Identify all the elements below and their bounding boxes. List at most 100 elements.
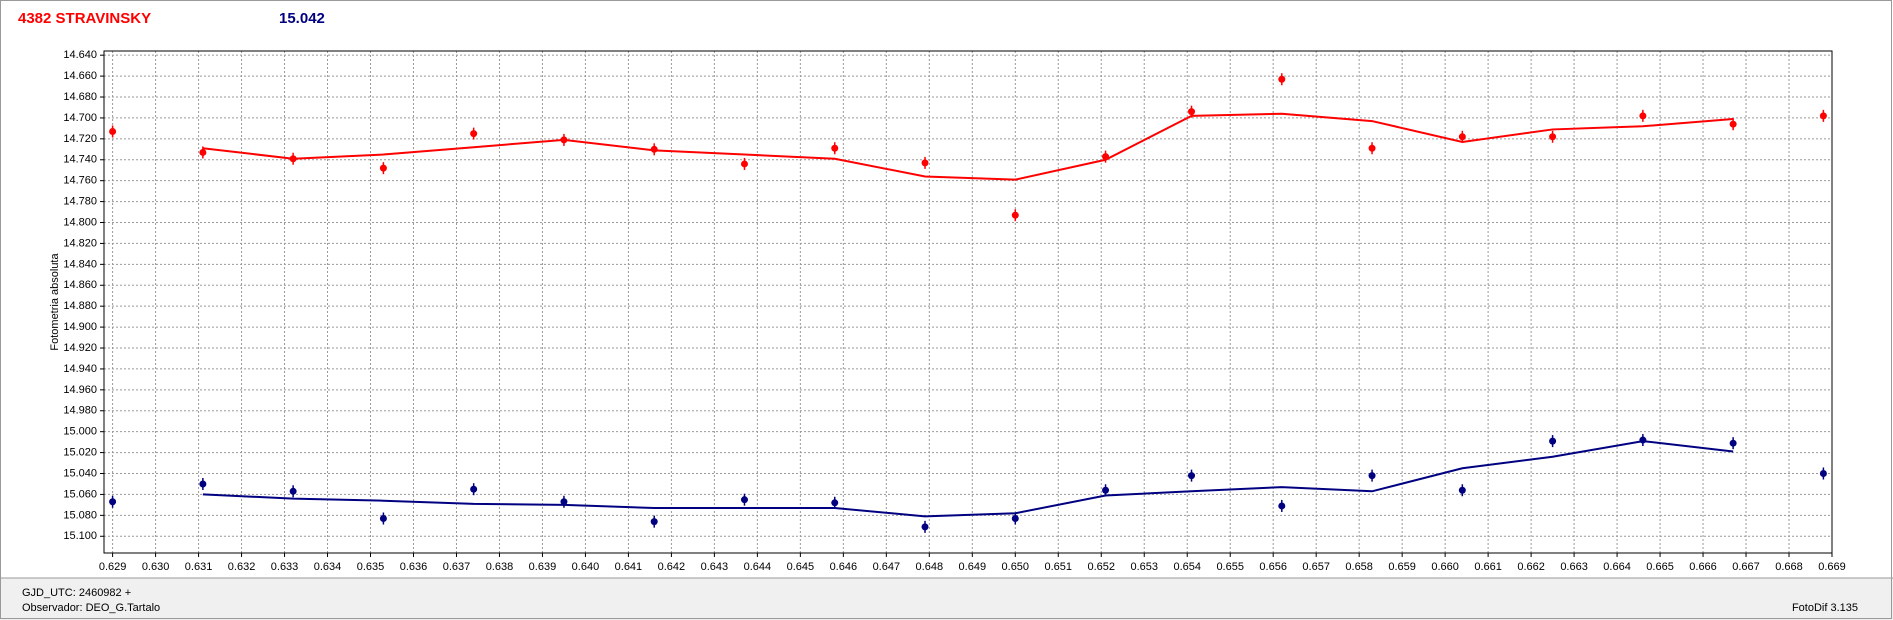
y-tick-label: 15.080 [63,509,97,521]
data-point [289,485,297,498]
data-point [199,146,207,159]
y-tick-label: 14.920 [63,342,97,354]
x-tick-label: 0.649 [959,561,987,573]
y-tick-label: 14.960 [63,384,97,396]
x-tick-label: 0.663 [1560,561,1588,573]
data-point [650,515,658,528]
x-tick-label: 0.657 [1302,561,1330,573]
x-tick-label: 0.658 [1345,561,1373,573]
chart-background [0,0,1893,578]
x-tick-label: 0.637 [443,561,471,573]
x-tick-label: 0.653 [1130,561,1158,573]
data-point [109,125,117,138]
y-tick-label: 14.760 [63,175,97,187]
y-tick-label: 15.000 [63,426,97,438]
footer-observer: Observador: DEO_G.Tartalo [22,602,160,614]
fit-line [202,440,1734,518]
data-point [470,483,478,496]
y-tick-label: 14.720 [63,133,97,145]
y-tick-label: 15.040 [63,467,97,479]
data-point [740,493,748,506]
x-tick-label: 0.638 [486,561,514,573]
data-point [1729,437,1737,450]
y-tick-label: 14.780 [63,196,97,208]
y-tick-label: 14.840 [63,258,97,270]
data-point [831,496,839,509]
x-tick-label: 0.629 [99,561,127,573]
data-point [1278,499,1286,512]
x-tick-label: 0.647 [873,561,901,573]
x-tick-label: 0.666 [1689,561,1717,573]
fit-line [202,112,1734,181]
x-tick-label: 0.631 [185,561,213,573]
x-tick-label: 0.664 [1603,561,1631,573]
data-point [1639,434,1647,447]
x-tick-label: 0.660 [1431,561,1459,573]
x-tick-label: 0.633 [271,561,299,573]
x-tick-label: 0.636 [400,561,428,573]
x-tick-label: 0.643 [701,561,729,573]
data-point [560,133,568,146]
y-tick-label: 14.700 [63,112,97,124]
data-point [1102,150,1110,163]
data-point [199,477,207,490]
x-tick-label: 0.646 [830,561,858,573]
x-tick-label: 0.645 [787,561,815,573]
data-point [379,162,387,175]
x-tick-label: 0.635 [357,561,385,573]
x-tick-label: 0.667 [1732,561,1760,573]
x-tick-label: 0.641 [615,561,643,573]
data-point [740,157,748,170]
data-point [379,512,387,525]
data-point [831,142,839,155]
y-tick-label: 14.640 [63,49,97,61]
x-tick-label: 0.634 [314,561,342,573]
y-axis-label: Fotometria absoluta [49,253,61,351]
data-point [1011,512,1019,525]
data-point [560,495,568,508]
data-point [650,143,658,156]
x-tick-label: 0.668 [1775,561,1803,573]
data-point [1729,118,1737,131]
x-tick-label: 0.651 [1045,561,1073,573]
footer-gjd: GJD_UTC: 2460982 + [22,587,131,599]
x-tick-label: 0.661 [1474,561,1502,573]
chart-title: 4382 STRAVINSKY [18,10,151,27]
x-tick-label: 0.656 [1259,561,1287,573]
y-tick-label: 15.020 [63,447,97,459]
x-tick-label: 0.665 [1646,561,1674,573]
y-tick-label: 15.100 [63,530,97,542]
x-tick-label: 0.644 [744,561,772,573]
data-point [921,156,929,169]
data-point [289,152,297,165]
data-point [1368,469,1376,482]
data-point [1549,435,1557,448]
y-tick-label: 14.940 [63,363,97,375]
y-tick-label: 14.740 [63,154,97,166]
x-tick-label: 0.640 [572,561,600,573]
data-point [109,495,117,508]
data-point [1188,469,1196,482]
data-point [1549,130,1557,143]
data-point [1819,109,1827,122]
y-tick-label: 14.900 [63,321,97,333]
data-point [1639,109,1647,122]
data-point [1102,484,1110,497]
y-tick-label: 14.680 [63,91,97,103]
y-tick-label: 15.060 [63,488,97,500]
x-tick-label: 0.669 [1818,561,1846,573]
data-point [1011,209,1019,222]
y-tick-label: 14.820 [63,237,97,249]
x-tick-label: 0.648 [916,561,944,573]
data-point [1458,130,1466,143]
x-tick-label: 0.659 [1388,561,1416,573]
x-tick-label: 0.632 [228,561,256,573]
data-point [1819,467,1827,480]
data-point [470,127,478,140]
x-tick-label: 0.662 [1517,561,1545,573]
y-tick-label: 14.800 [63,216,97,228]
x-tick-label: 0.642 [658,561,686,573]
x-tick-label: 0.639 [529,561,557,573]
